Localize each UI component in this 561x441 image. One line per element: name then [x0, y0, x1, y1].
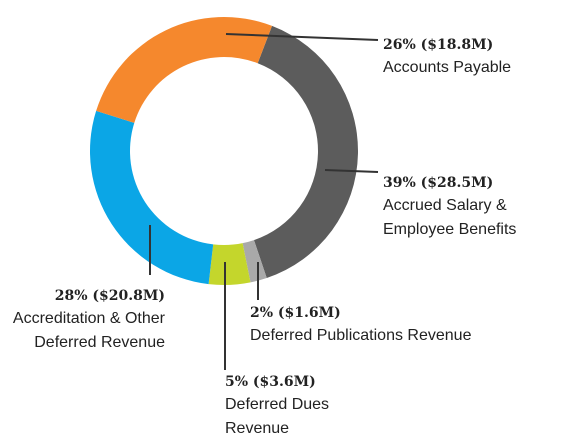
donut-segment: [89, 110, 214, 285]
value-label: 5% ($3.6M): [225, 374, 316, 390]
segment-label: 2% ($1.6M) Deferred Publications Revenue: [250, 302, 550, 348]
segment-label: 28% ($20.8M) Accreditation & Other Deferr…: [0, 285, 165, 355]
value-label: 26% ($18.8M): [383, 37, 494, 53]
segment-label: 39% ($28.5M) Accrued Salary & Employee Be…: [383, 172, 561, 242]
value-label: 2% ($1.6M): [250, 305, 341, 321]
category-label: Accrued Salary & Employee Benefits: [383, 197, 517, 238]
segment-label: 5% ($3.6M) Deferred Dues Revenue: [225, 371, 375, 441]
donut-segment: [242, 240, 267, 283]
value-label: 28% ($20.8M): [54, 288, 165, 304]
value-label: 39% ($28.5M): [383, 175, 494, 191]
category-label: Deferred Publications Revenue: [250, 327, 472, 344]
leader-line: [324, 169, 379, 173]
leader-line: [225, 33, 379, 41]
donut-segment: [208, 243, 251, 285]
segment-label: 26% ($18.8M) Accounts Payable: [383, 34, 561, 80]
category-label: Accounts Payable: [383, 59, 512, 76]
donut-segment: [253, 25, 359, 279]
donut-segment: [96, 16, 273, 123]
category-label: Accreditation & Other Deferred Revenue: [12, 310, 165, 351]
category-label: Deferred Dues Revenue: [225, 396, 330, 437]
